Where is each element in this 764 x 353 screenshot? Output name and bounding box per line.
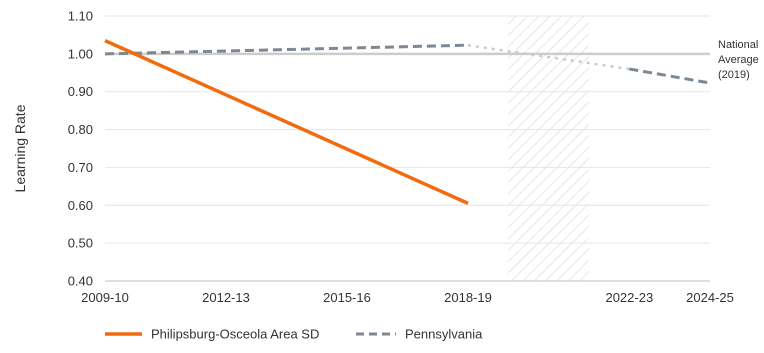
- national-average-label-line: Average: [718, 54, 759, 66]
- y-tick-label: 0.80: [68, 122, 93, 137]
- y-tick-label: 0.60: [68, 198, 93, 213]
- y-tick-label: 0.50: [68, 236, 93, 251]
- y-tick-label: 0.40: [68, 274, 93, 289]
- y-tick-label: 0.70: [68, 160, 93, 175]
- x-tick-label: 2022-23: [605, 290, 653, 305]
- national-average-label-line: National: [718, 39, 758, 51]
- x-tick-label: 2018-19: [444, 290, 492, 305]
- y-tick-label: 1.10: [68, 9, 93, 24]
- pennsylvania-late-series-line: [629, 67, 711, 85]
- y-axis-title: Learning Rate: [12, 104, 28, 192]
- y-tick-label: 1.00: [68, 46, 93, 61]
- x-tick-label: 2024-25: [686, 290, 734, 305]
- pennsylvania-series-line: [104, 43, 469, 56]
- legend-label-pennsylvania: Pennsylvania: [405, 327, 483, 342]
- legend-label-philipsburg-osceola: Philipsburg-Osceola Area SD: [151, 327, 319, 342]
- pennsylvania-projection-dotted-line: [467, 43, 630, 71]
- x-tick-label: 2015-16: [323, 290, 371, 305]
- missing-data-hatched-region: [508, 16, 589, 281]
- y-tick-label: 0.90: [68, 84, 93, 99]
- x-tick-label: 2009-10: [81, 290, 129, 305]
- philipsburg-osceola-series-line: [104, 39, 469, 205]
- national-average-label-line: (2019): [718, 69, 750, 81]
- national-average-label: National Average (2019): [718, 39, 759, 81]
- x-tick-label: 2012-13: [202, 290, 250, 305]
